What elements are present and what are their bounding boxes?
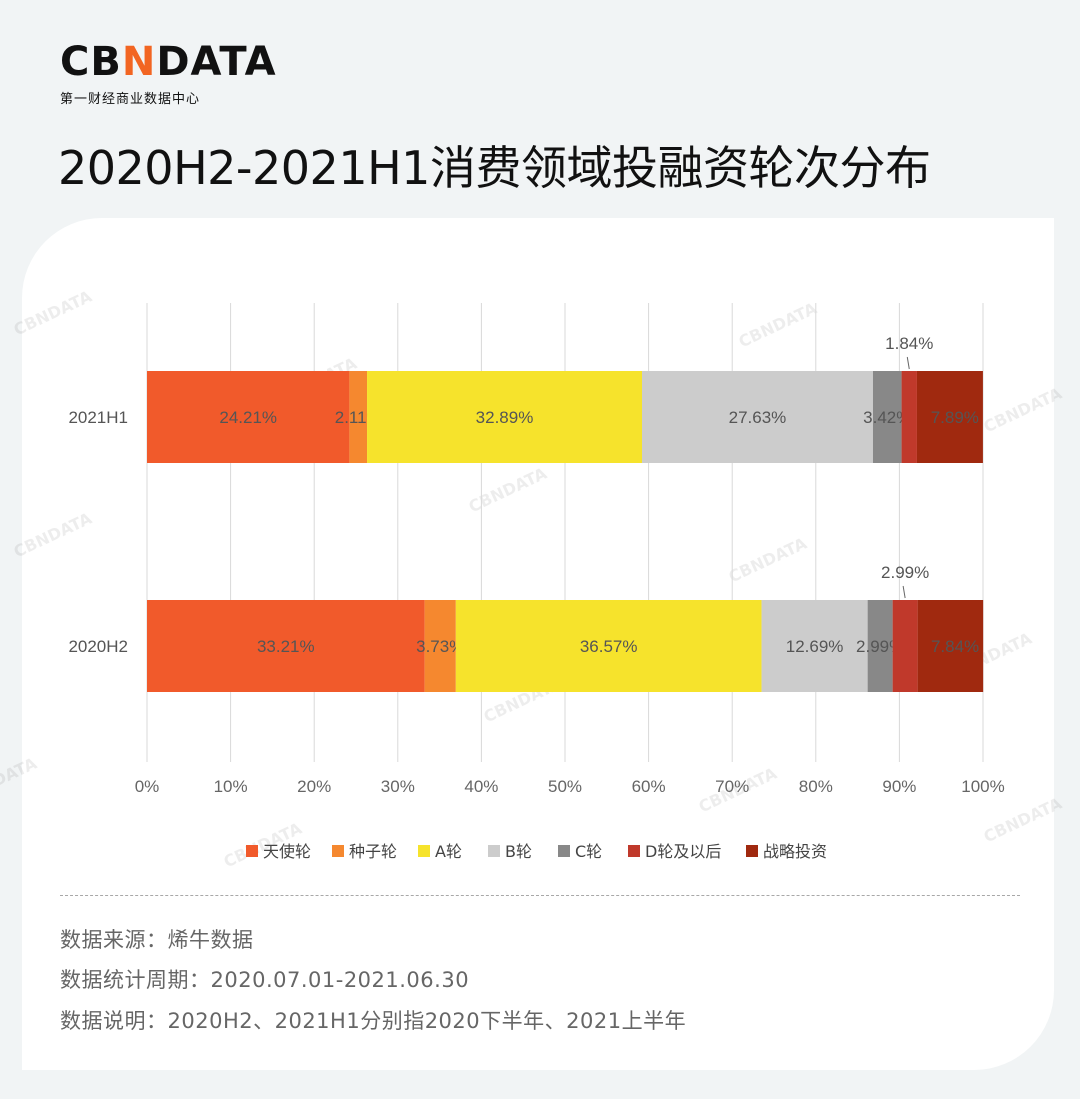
bar-segment-0 bbox=[147, 371, 350, 463]
legend-swatch bbox=[558, 845, 570, 857]
bar-segment-6 bbox=[916, 371, 983, 463]
x-tick-label: 50% bbox=[548, 777, 582, 796]
data-label: 32.89% bbox=[476, 408, 534, 427]
legend-item-label: 战略投资 bbox=[763, 842, 827, 861]
legend-swatch bbox=[246, 845, 258, 857]
x-tick-label: 100% bbox=[961, 777, 1004, 796]
watermark-text: CBNDATA bbox=[11, 286, 96, 339]
data-label: 12.69% bbox=[786, 637, 844, 656]
data-label: 2.99% bbox=[881, 563, 929, 582]
legend-item-label: 天使轮 bbox=[263, 842, 311, 861]
footer-divider bbox=[60, 895, 1020, 896]
logo-word-rest: DATA bbox=[156, 39, 277, 85]
bar-segment-6 bbox=[917, 600, 984, 692]
legend-item-label: A轮 bbox=[435, 842, 462, 861]
cbndata-logo: CBNDATA 第一财经商业数据中心 bbox=[60, 40, 277, 107]
page-title: 2020H2-2021H1消费领域投融资轮次分布 bbox=[58, 141, 931, 195]
x-tick-label: 40% bbox=[464, 777, 498, 796]
x-tick-label: 30% bbox=[381, 777, 415, 796]
bar-segment-0 bbox=[147, 600, 425, 692]
watermark-text: CBNDATA bbox=[981, 383, 1066, 436]
legend-swatch bbox=[488, 845, 500, 857]
data-label: 7.84% bbox=[931, 637, 979, 656]
x-tick-label: 90% bbox=[882, 777, 916, 796]
legend-item-label: D轮及以后 bbox=[645, 842, 721, 861]
logo-subtitle: 第一财经商业数据中心 bbox=[60, 92, 201, 107]
watermark-text: CBNDATA bbox=[726, 533, 811, 586]
legend-item-label: C轮 bbox=[575, 842, 602, 861]
bar-segment-2 bbox=[367, 371, 642, 463]
watermark-text: CBNDATA bbox=[466, 463, 551, 516]
logo-word-accent: N bbox=[121, 39, 157, 85]
data-label: 33.21% bbox=[257, 637, 315, 656]
bar-segment-4 bbox=[872, 371, 902, 463]
x-tick-label: 70% bbox=[715, 777, 749, 796]
bar-segment-2 bbox=[455, 600, 762, 692]
watermark-text: CBNDATA bbox=[981, 793, 1066, 846]
logo-wordmark: CBNDATA bbox=[60, 40, 277, 84]
x-tick-label: 20% bbox=[297, 777, 331, 796]
watermark-text: CBNDATA bbox=[0, 753, 40, 806]
data-label: 3.73% bbox=[416, 637, 464, 656]
callout-leader bbox=[902, 585, 906, 599]
legend-swatch bbox=[332, 845, 344, 857]
y-category-label: 2021H1 bbox=[68, 408, 128, 427]
watermark-text: CBNDATA bbox=[11, 508, 96, 561]
x-tick-label: 60% bbox=[632, 777, 666, 796]
data-explain-note: 数据说明：2020H2、2021H1分别指2020下半年、2021上半年 bbox=[60, 1009, 687, 1033]
watermark-text: CBNDATA bbox=[736, 298, 821, 351]
data-label: 27.63% bbox=[729, 408, 787, 427]
data-label: 7.89% bbox=[931, 408, 979, 427]
bar-segment-1 bbox=[424, 600, 456, 692]
callout-leader bbox=[906, 356, 910, 370]
legend-item-label: B轮 bbox=[505, 842, 532, 861]
bar-segment-3 bbox=[761, 600, 868, 692]
bar-segment-1 bbox=[349, 371, 368, 463]
stacked-bar-chart: CBNDATA CBNDATA CBNDATA CBNDATA CBNDATA CBNDA… bbox=[0, 286, 1066, 871]
data-label: 36.57% bbox=[580, 637, 638, 656]
data-label: 2.99% bbox=[856, 637, 904, 656]
data-source-note: 数据来源：烯牛数据 bbox=[60, 928, 254, 952]
bar-segment-3 bbox=[641, 371, 873, 463]
data-label: 3.42% bbox=[863, 408, 911, 427]
data-period-note: 数据统计周期：2020.07.01-2021.06.30 bbox=[60, 968, 470, 992]
x-tick-label: 80% bbox=[799, 777, 833, 796]
legend-swatch bbox=[418, 845, 430, 857]
data-label: 1.84% bbox=[885, 334, 933, 353]
bar-segment-4 bbox=[867, 600, 893, 692]
y-category-label: 2020H2 bbox=[68, 637, 128, 656]
data-label: 24.21% bbox=[219, 408, 277, 427]
legend-swatch bbox=[628, 845, 640, 857]
legend-item-label: 种子轮 bbox=[349, 842, 397, 861]
bar-segment-5 bbox=[901, 371, 917, 463]
logo-word-main: CB bbox=[60, 39, 122, 85]
x-tick-label: 10% bbox=[214, 777, 248, 796]
bar-segment-5 bbox=[892, 600, 918, 692]
x-tick-label: 0% bbox=[135, 777, 160, 796]
legend-swatch bbox=[746, 845, 758, 857]
